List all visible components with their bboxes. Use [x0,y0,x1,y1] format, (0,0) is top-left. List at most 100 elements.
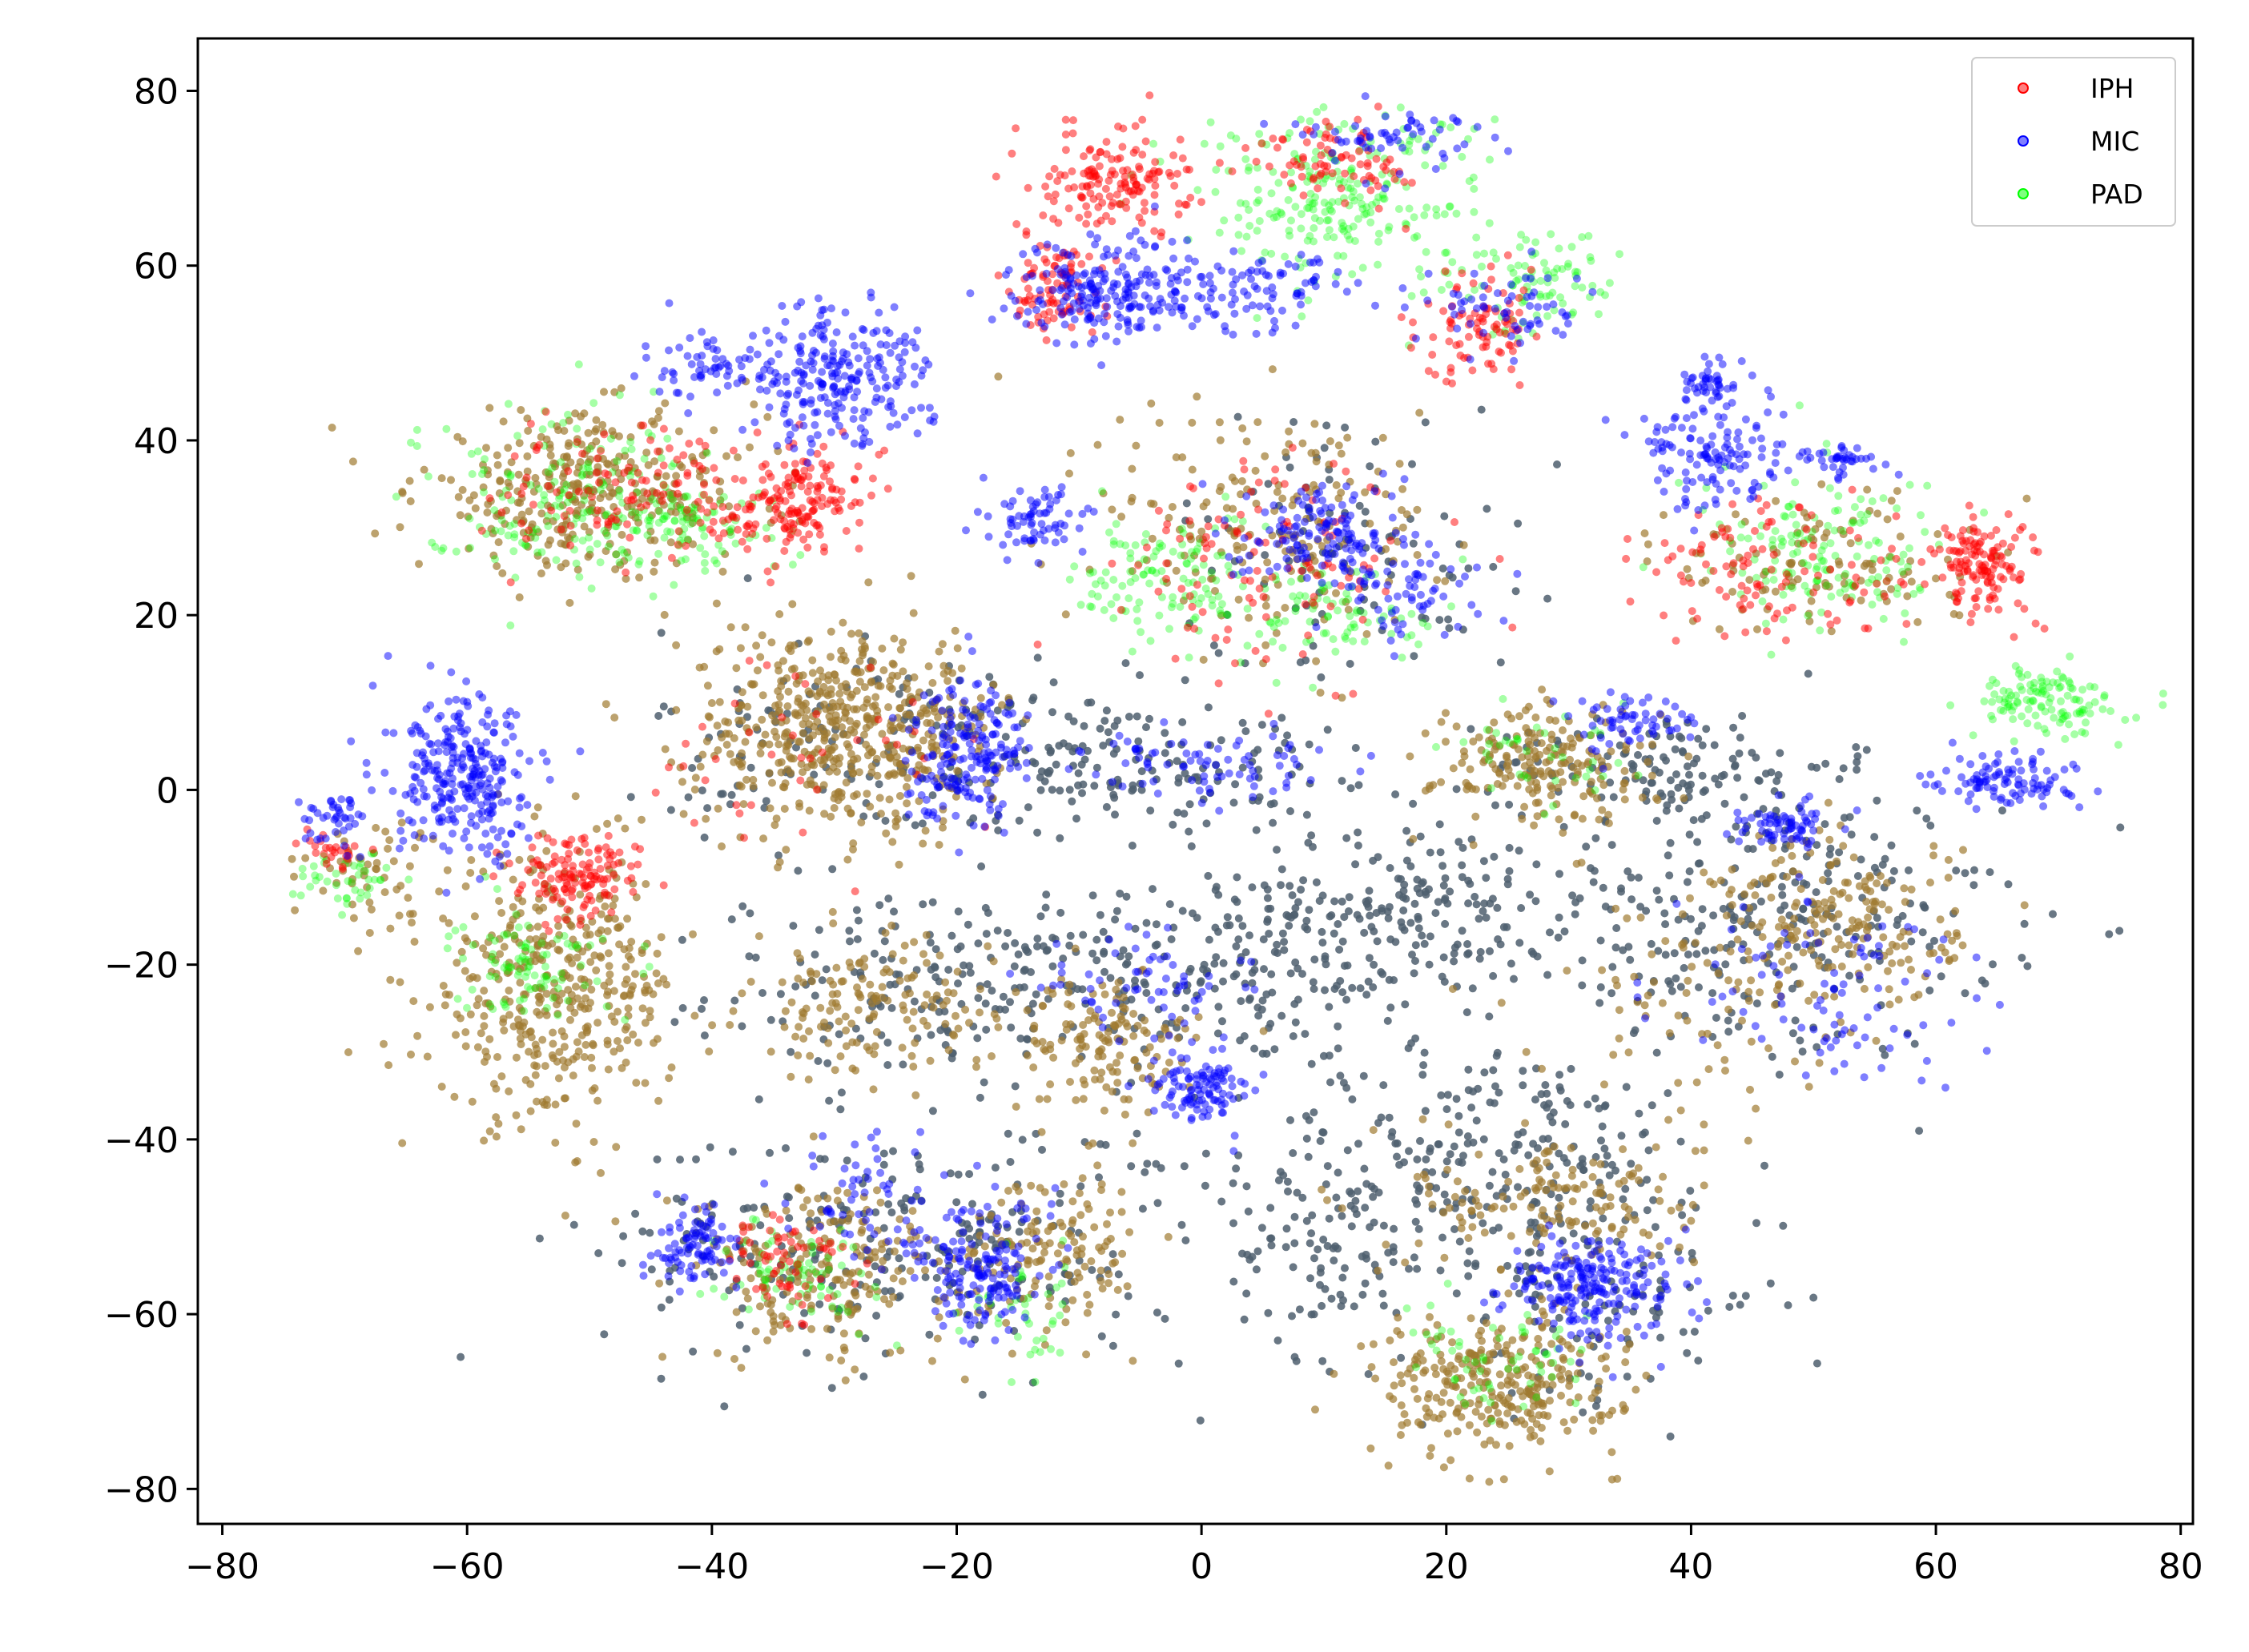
data-point [749,782,758,790]
data-point [1717,772,1726,781]
data-point [842,1042,851,1051]
data-point [765,504,774,513]
data-point [746,443,754,452]
data-point [1269,818,1277,827]
data-point [1004,1187,1012,1195]
data-point [766,1047,775,1056]
data-point [509,915,517,924]
data-point [1894,995,1903,1004]
data-point [650,567,658,576]
data-point [1113,1067,1121,1076]
data-point [1516,1192,1525,1201]
data-point [1475,733,1483,742]
data-point [1397,1401,1406,1409]
data-point [571,792,580,801]
data-point [348,900,356,909]
data-point [907,572,915,581]
data-point [875,901,884,910]
data-point [819,682,828,691]
data-point [710,1272,718,1281]
data-point [652,969,661,978]
data-point [727,915,736,924]
data-point [1023,1051,1032,1060]
data-point [1334,1168,1342,1177]
data-point [1453,1427,1462,1436]
data-point [608,427,617,436]
data-point [1547,730,1556,739]
data-point [1519,1081,1527,1090]
data-point [493,460,502,469]
data-point [1338,1204,1346,1212]
data-point [473,1043,482,1051]
data-point [1566,755,1574,764]
data-point [795,802,804,811]
data-point [1656,1242,1664,1251]
data-point [1768,843,1777,852]
data-point [503,929,512,938]
data-point [1553,460,1561,468]
data-point [363,883,372,891]
data-point [1419,1061,1428,1070]
data-point [1347,1222,1356,1231]
data-point [610,1047,618,1056]
data-point [779,657,787,665]
data-point [1602,1365,1611,1373]
data-point [1289,1149,1298,1157]
data-point [1661,951,1670,959]
data-point [1060,1180,1068,1188]
data-point [1218,1017,1226,1026]
data-point [672,641,681,649]
data-point [1475,914,1483,923]
data-point [1533,1166,1542,1175]
data-point [853,669,862,677]
data-point [360,866,368,875]
data-point [1698,771,1707,780]
data-point [1283,1177,1292,1186]
data-point [1700,1181,1708,1190]
data-point [1068,1296,1077,1304]
data-point [497,1072,506,1081]
data-point [864,578,873,587]
data-point [674,427,683,436]
data-point [847,629,855,638]
data-point [981,903,990,912]
data-point [806,967,815,976]
data-point [1535,1176,1544,1184]
data-point [1379,1301,1388,1310]
data-point [1079,1095,1088,1103]
data-point [1589,1158,1598,1167]
data-point [1676,1243,1684,1252]
data-point [600,1330,609,1339]
data-point [1425,1182,1433,1191]
data-point [738,1022,746,1031]
data-point [1379,1081,1388,1090]
data-point [1729,723,1738,732]
data-point [638,815,646,824]
data-point [1305,906,1314,914]
data-point [1510,1146,1519,1155]
data-point [969,814,978,822]
data-point [1584,1373,1593,1381]
data-point [1518,814,1527,823]
data-point [1716,876,1725,885]
data-point [1072,1095,1080,1104]
data-point [1464,1065,1473,1074]
data-point [1422,1155,1430,1164]
data-point [1652,1048,1661,1057]
data-point [1733,774,1742,782]
data-point [1627,1160,1635,1168]
data-point [1410,1253,1418,1262]
data-point [1212,953,1221,962]
data-point [902,710,911,719]
data-point [1106,1208,1114,1217]
data-point [1674,783,1683,792]
data-point [1627,873,1635,882]
data-point [526,1107,535,1115]
data-point [1627,895,1636,904]
data-point [1692,754,1701,763]
data-point [1312,878,1321,886]
data-point [1355,501,1364,510]
data-point [1165,900,1174,909]
data-point [1006,1158,1015,1166]
data-point [1131,976,1139,985]
